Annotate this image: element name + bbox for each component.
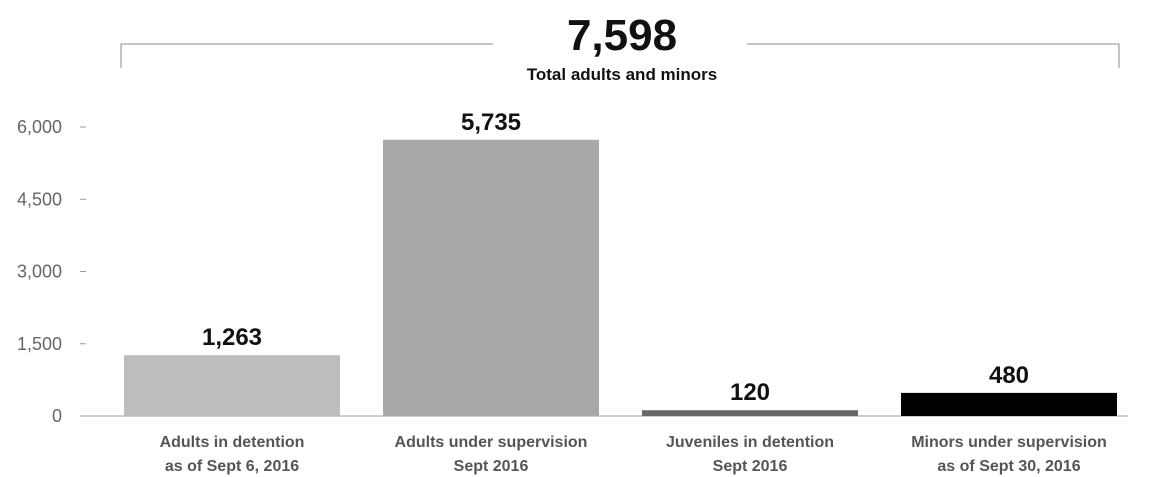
bar [642, 410, 858, 416]
y-axis: 0 1,500 3,000 4,500 6,000 [17, 117, 86, 426]
bracket-left [120, 43, 493, 68]
bracket-right [747, 43, 1120, 68]
value-label: 480 [989, 362, 1029, 389]
category-label: as of Sept 30, 2016 [937, 458, 1080, 475]
y-tick-label: 4,500 [17, 189, 62, 209]
bar [901, 392, 1117, 416]
category-label: Sept 2016 [713, 458, 788, 475]
value-labels: 1,263 5,735 120 480 [202, 109, 1029, 406]
total-label: Total adults and minors [527, 65, 717, 84]
value-label: 120 [730, 379, 770, 406]
category-labels: Adults in detention as of Sept 6, 2016 Adu… [160, 434, 1107, 475]
category-label: as of Sept 6, 2016 [165, 458, 299, 475]
y-tick-label: 3,000 [17, 262, 62, 282]
total-value: 7,598 [567, 11, 677, 60]
value-label: 5,735 [461, 109, 521, 136]
category-label: Adults in detention [160, 434, 305, 451]
y-tick-label: 6,000 [17, 117, 62, 137]
category-label: Juveniles in detention [666, 434, 834, 451]
total-bracket [120, 43, 1120, 68]
y-tick-label: 0 [52, 406, 62, 426]
bar [124, 355, 340, 416]
bars [124, 139, 1117, 416]
category-label: Minors under supervision [911, 434, 1107, 451]
category-label: Adults under supervision [395, 434, 588, 451]
bar [383, 139, 599, 416]
category-label: Sept 2016 [454, 458, 529, 475]
y-tick-label: 1,500 [17, 334, 62, 354]
value-label: 1,263 [202, 324, 262, 351]
